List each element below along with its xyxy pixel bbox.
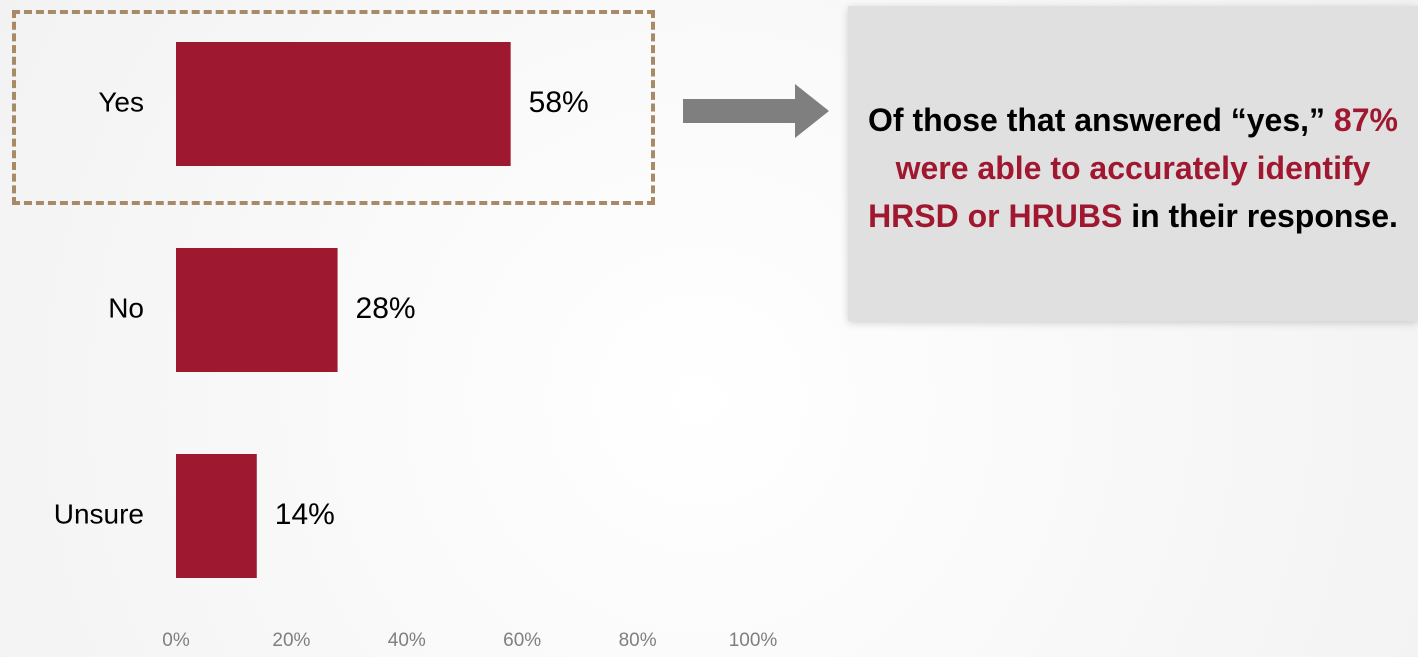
bar-unsure [176,454,257,578]
category-label-yes: Yes [98,86,144,117]
bar-yes [176,42,511,166]
bar-no [176,248,338,372]
x-tick-label: 60% [503,630,541,651]
category-label-unsure: Unsure [54,498,144,529]
callout-text-intro: Of those that answered “yes,” [868,101,1326,138]
x-tick-label: 40% [388,630,426,651]
value-label-unsure: 14% [275,498,335,531]
callout-text-end: in their response. [1122,197,1398,234]
callout-box: Of those that answered “yes,” 87% were a… [848,6,1418,321]
arrow-right-icon [683,84,829,138]
value-label-yes: 58% [529,86,589,119]
category-label-no: No [108,292,144,323]
callout-text: Of those that answered “yes,” 87% were a… [868,96,1398,240]
x-tick-label: 20% [272,630,310,651]
bar-chart: Yes 58% No 28% Unsure 14% 0% 20% 40% 60% 80% 100% [54,42,778,651]
value-label-no: 28% [356,292,416,325]
callout-text-highlight: 87% were able to accurately identify HRS… [868,101,1398,234]
highlight-box-yes [12,10,655,205]
x-tick-label: 80% [619,630,657,651]
x-tick-label: 0% [162,630,190,651]
x-tick-label: 100% [729,630,778,651]
